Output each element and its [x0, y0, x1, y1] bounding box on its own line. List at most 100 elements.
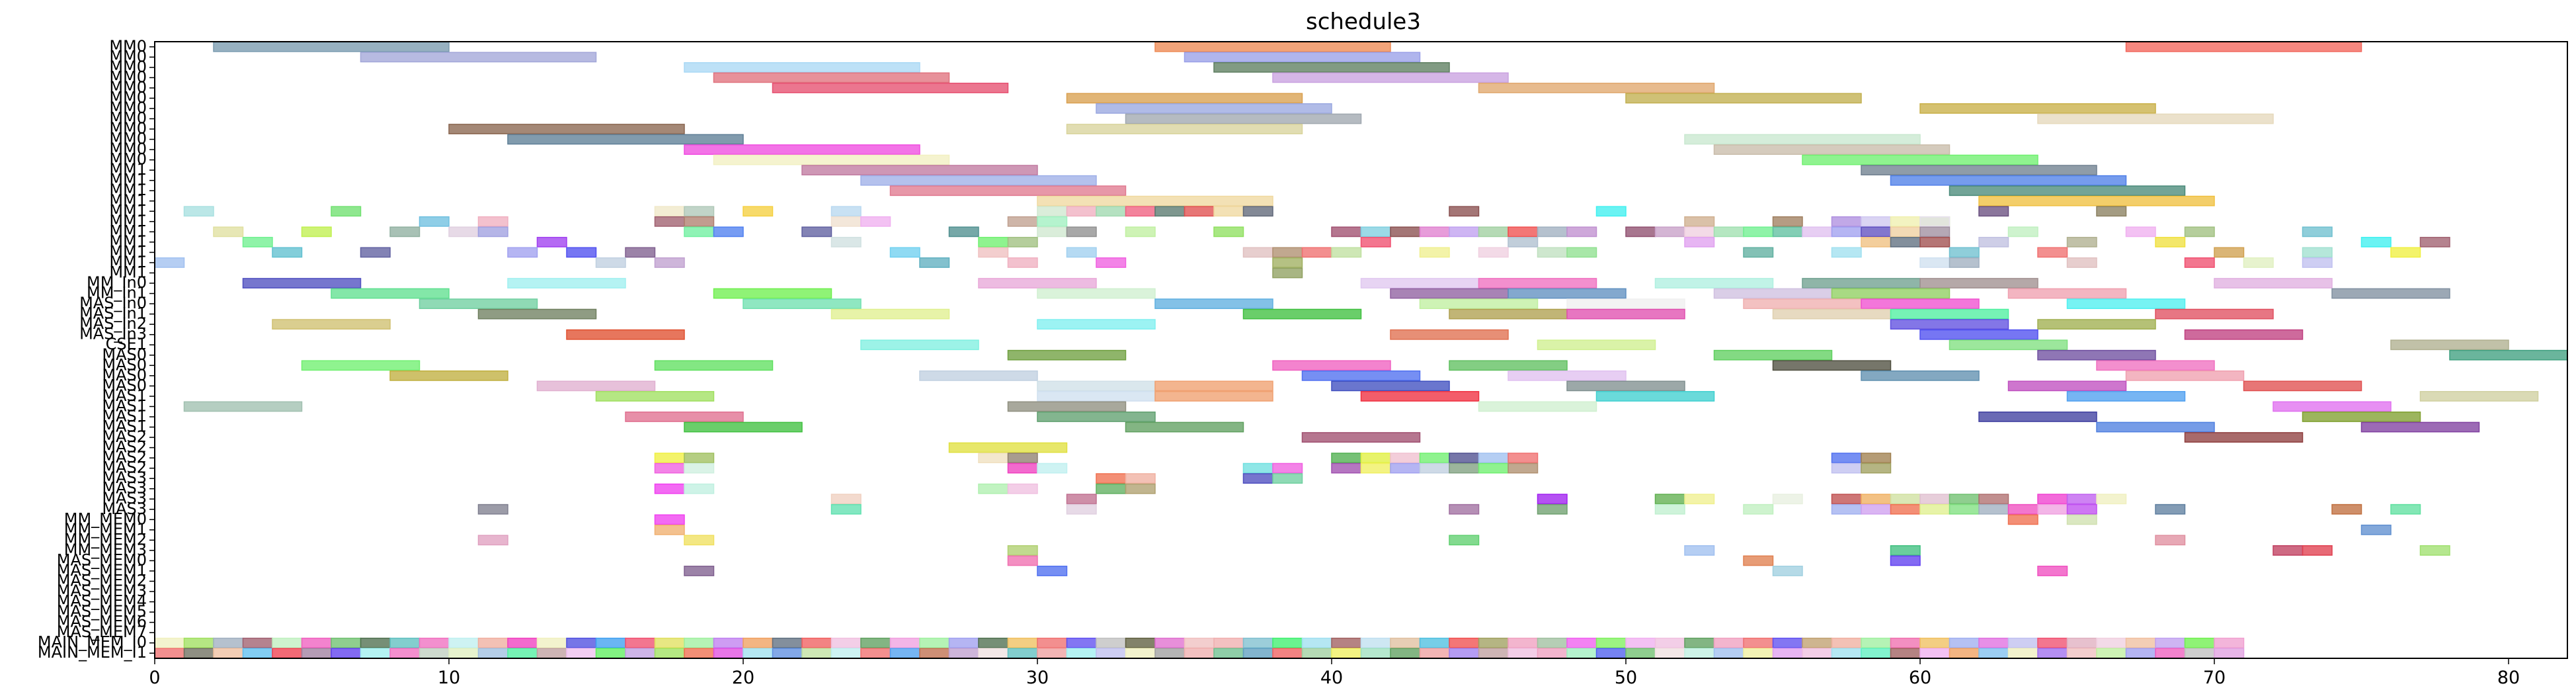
- main-mem-i1-bar-1: [183, 648, 214, 659]
- task-bar-174: [419, 298, 538, 310]
- y-tick-label-27: MAS_In2: [79, 314, 147, 333]
- task-bar-147: [1096, 257, 1127, 268]
- task-bar-81: [1390, 226, 1421, 238]
- task-bar-97: [1890, 226, 1921, 238]
- x-tick-label-8: 80: [2497, 668, 2520, 688]
- x-tick-label-3: 30: [1026, 668, 1049, 688]
- task-bar-170: [1713, 288, 1833, 299]
- task-bar-83: [1449, 226, 1480, 238]
- task-bar-275: [1096, 473, 1127, 484]
- task-bar-233: [1007, 401, 1127, 412]
- task-bar-0: [213, 41, 450, 52]
- task-bar-100: [2125, 226, 2156, 238]
- y-tick-label-56: MAS_MEM6: [57, 613, 147, 631]
- task-bar-39: [1037, 206, 1068, 217]
- task-bar-194: [566, 329, 685, 340]
- task-bar-237: [1037, 412, 1156, 422]
- task-bar-260: [654, 462, 685, 474]
- task-bar-302: [1066, 503, 1097, 515]
- main-mem-i1-bar-9: [419, 648, 450, 659]
- task-bar-296: [1978, 494, 2009, 505]
- task-bar-15: [1125, 113, 1362, 124]
- task-bar-252: [1360, 453, 1391, 464]
- task-bar-314: [2037, 503, 2068, 515]
- main-mem-i0-bar-29: [1007, 637, 1038, 648]
- task-bar-299: [2096, 494, 2127, 505]
- task-bar-20: [1684, 134, 1921, 145]
- task-bar-148: [1272, 257, 1303, 268]
- task-bar-204: [2037, 349, 2156, 361]
- task-bar-298: [2066, 494, 2097, 505]
- task-bar-207: [654, 360, 774, 371]
- task-bar-25: [801, 165, 1038, 176]
- task-bar-121: [507, 247, 538, 258]
- task-bar-279: [654, 483, 685, 494]
- task-bar-327: [2155, 535, 2186, 546]
- main-mem-i1-bar-63: [2007, 648, 2038, 659]
- task-bar-17: [448, 124, 685, 134]
- main-mem-i0-bar-7: [360, 637, 391, 648]
- main-mem-i0-bar-45: [1478, 637, 1509, 648]
- task-bar-144: [654, 257, 685, 268]
- main-mem-i1-bar-8: [389, 648, 421, 659]
- task-bar-305: [1654, 503, 1685, 515]
- task-bar-253: [1390, 453, 1421, 464]
- task-bar-16: [2037, 113, 2274, 124]
- main-mem-i0-bar-6: [331, 637, 362, 648]
- main-mem-i1-bar-59: [1890, 648, 1921, 659]
- main-mem-i1-bar-61: [1949, 648, 1980, 659]
- task-bar-120: [360, 247, 391, 258]
- task-bar-2: [2125, 41, 2362, 52]
- task-bar-251: [1331, 453, 1362, 464]
- x-tick-label-2: 20: [732, 668, 754, 688]
- task-bar-123: [625, 247, 656, 258]
- task-bar-8: [1272, 72, 1509, 83]
- main-mem-i0-bar-54: [1743, 637, 1774, 648]
- task-bar-134: [1566, 247, 1597, 258]
- task-bar-325: [684, 535, 715, 546]
- main-mem-i1-bar-51: [1654, 648, 1685, 659]
- task-bar-173: [2331, 288, 2450, 299]
- task-bar-330: [1890, 545, 1921, 556]
- main-mem-i0-bar-55: [1772, 637, 1803, 648]
- main-mem-i1-bar-44: [1449, 648, 1480, 659]
- task-bar-183: [830, 308, 950, 320]
- task-bar-205: [2449, 349, 2568, 361]
- task-bar-258: [1831, 453, 1862, 464]
- task-bar-12: [1625, 93, 1862, 104]
- main-mem-i1-bar-43: [1419, 648, 1450, 659]
- task-bar-287: [1537, 494, 1568, 505]
- y-tick-label-17: MM1: [109, 212, 147, 230]
- y-tick-label-3: MM0: [109, 67, 147, 86]
- task-bar-45: [1213, 206, 1244, 217]
- main-mem-i0-bar-69: [2184, 637, 2215, 648]
- x-tick-label-1: 10: [438, 668, 460, 688]
- task-bar-304: [1537, 503, 1568, 515]
- task-bar-265: [1272, 462, 1303, 474]
- task-bar-290: [1772, 494, 1803, 505]
- task-bar-301: [830, 503, 862, 515]
- task-bar-142: [154, 257, 185, 268]
- task-bar-36: [684, 206, 715, 217]
- task-bar-51: [419, 216, 450, 227]
- task-bar-114: [1978, 237, 2009, 247]
- main-mem-i0-bar-3: [242, 637, 273, 648]
- task-bar-168: [1390, 288, 1509, 299]
- task-bar-167: [1037, 288, 1156, 299]
- task-bar-234: [1478, 401, 1597, 412]
- task-bar-340: [2037, 566, 2068, 576]
- main-mem-i1-bar-26: [919, 648, 950, 659]
- main-mem-i1-bar-62: [1978, 648, 2009, 659]
- task-bar-166: [713, 288, 832, 299]
- task-bar-276: [1125, 473, 1156, 484]
- task-bar-336: [1890, 555, 1921, 566]
- y-tick-label-6: MM0: [109, 99, 147, 117]
- task-bar-107: [1007, 237, 1038, 247]
- main-mem-i0-bar-4: [272, 637, 303, 648]
- task-bar-338: [1037, 566, 1068, 576]
- task-bar-95: [1831, 226, 1862, 238]
- x-tick-label-4: 40: [1320, 668, 1343, 688]
- main-mem-i1-bar-66: [2096, 648, 2127, 659]
- task-bar-55: [830, 216, 862, 227]
- task-bar-117: [2360, 237, 2392, 247]
